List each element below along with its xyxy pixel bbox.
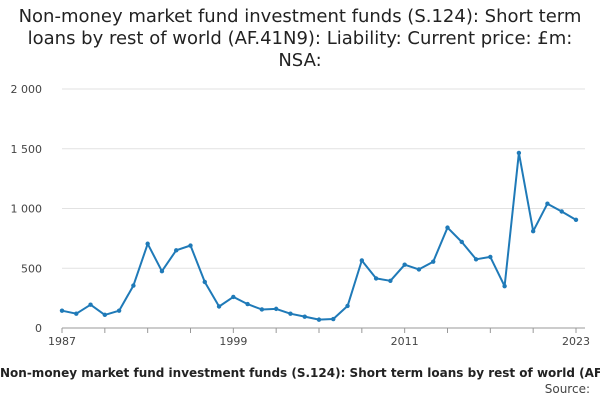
- data-point[interactable]: [416, 267, 422, 272]
- data-point[interactable]: [145, 241, 150, 246]
- y-axis-tick-labels: 0 500 1 000 1 500 2 000: [11, 83, 43, 335]
- data-point[interactable]: [473, 257, 479, 262]
- data-point[interactable]: [530, 229, 536, 234]
- x-tick-label: 2011: [391, 335, 419, 348]
- source-label: Source:: [544, 382, 590, 396]
- data-point[interactable]: [59, 308, 65, 313]
- data-point[interactable]: [431, 259, 436, 264]
- y-tick-label: 500: [21, 262, 42, 275]
- data-point[interactable]: [516, 150, 522, 156]
- data-point[interactable]: [388, 278, 393, 283]
- y-tick-label: 1 500: [11, 143, 43, 156]
- data-point[interactable]: [131, 283, 136, 288]
- data-point[interactable]: [502, 283, 507, 289]
- data-point[interactable]: [302, 314, 307, 319]
- x-tick-label: 1999: [219, 335, 247, 348]
- data-point[interactable]: [116, 308, 122, 313]
- data-point[interactable]: [188, 243, 193, 248]
- data-point[interactable]: [402, 262, 407, 267]
- data-point[interactable]: [202, 279, 207, 285]
- data-point[interactable]: [273, 306, 279, 312]
- data-point[interactable]: [74, 311, 79, 316]
- data-point[interactable]: [545, 201, 550, 206]
- data-point[interactable]: [245, 301, 250, 307]
- data-point[interactable]: [216, 304, 222, 309]
- series-caption: Non-money market fund investment funds (…: [0, 366, 600, 380]
- data-point[interactable]: [559, 209, 564, 214]
- x-tick-label: 2023: [562, 335, 590, 348]
- data-point[interactable]: [288, 311, 293, 316]
- data-point[interactable]: [345, 303, 350, 309]
- x-axis: [61, 327, 585, 333]
- data-series: [59, 150, 579, 322]
- data-point[interactable]: [373, 276, 379, 281]
- data-point[interactable]: [174, 248, 179, 253]
- data-point[interactable]: [316, 317, 322, 322]
- data-point[interactable]: [359, 258, 365, 263]
- y-tick-label: 1 000: [11, 203, 43, 216]
- data-point[interactable]: [331, 316, 336, 322]
- grid-lines: [62, 88, 585, 269]
- data-point[interactable]: [259, 307, 265, 312]
- data-point[interactable]: [573, 217, 579, 223]
- data-point[interactable]: [488, 254, 493, 260]
- y-tick-label: 0: [35, 322, 42, 335]
- y-tick-label: 2 000: [11, 83, 43, 96]
- series-line: [61, 151, 577, 321]
- x-axis-tick-labels: 1987 1999 2011 2023: [48, 335, 590, 348]
- x-tick-label: 1987: [48, 335, 76, 348]
- data-point[interactable]: [102, 312, 108, 318]
- data-point[interactable]: [159, 269, 165, 274]
- data-point[interactable]: [231, 294, 236, 300]
- data-point[interactable]: [88, 302, 93, 307]
- data-point[interactable]: [459, 239, 464, 245]
- chart-title: Non-money market fund investment funds (…: [18, 6, 582, 71]
- data-point[interactable]: [445, 225, 450, 230]
